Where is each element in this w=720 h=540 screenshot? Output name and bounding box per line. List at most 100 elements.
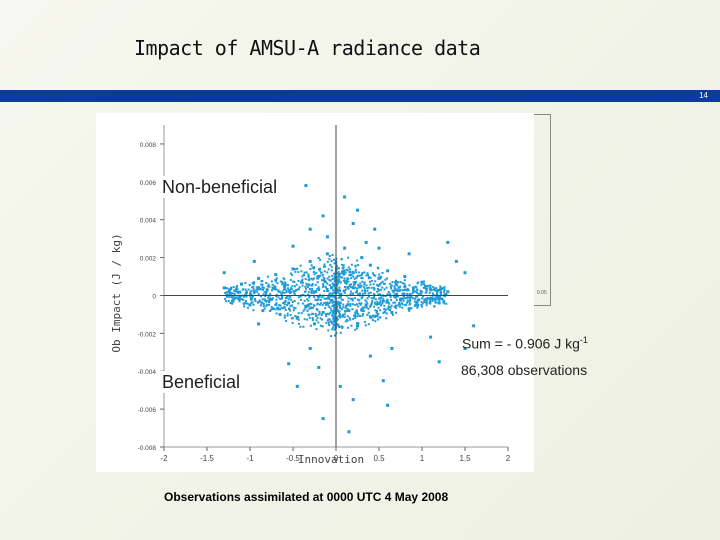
data-point: [291, 321, 294, 324]
data-point: [285, 289, 288, 292]
data-point: [334, 334, 336, 337]
data-point: [361, 308, 364, 311]
data-point: [306, 286, 309, 289]
data-point: [302, 325, 305, 328]
data-point: [236, 297, 239, 300]
data-point: [246, 306, 249, 309]
data-point: [340, 272, 343, 275]
data-point: [294, 315, 297, 318]
data-point: [235, 296, 237, 299]
data-point: [231, 292, 234, 295]
data-point: [306, 284, 309, 287]
data-point: [325, 303, 327, 306]
data-point: [275, 277, 278, 280]
data-point: [379, 309, 382, 312]
data-point: [385, 286, 388, 289]
data-point: [297, 271, 300, 274]
data-point: [390, 304, 393, 307]
data-point: [297, 302, 300, 305]
data-point: [383, 288, 386, 291]
data-point: [392, 301, 395, 304]
data-point: [352, 292, 354, 295]
data-point: [374, 320, 377, 323]
data-point: [433, 305, 436, 308]
data-point: [415, 290, 418, 293]
data-point: [338, 292, 341, 295]
data-point: [402, 299, 405, 302]
data-point: [355, 303, 358, 306]
data-point: [408, 284, 411, 287]
data-point: [361, 309, 364, 312]
data-point: [261, 283, 264, 286]
data-point: [445, 302, 448, 305]
data-point: [338, 267, 340, 270]
data-point: [290, 298, 293, 301]
data-point: [431, 300, 434, 302]
data-point: [412, 288, 415, 291]
data-point: [281, 295, 284, 298]
data-point: [390, 347, 394, 350]
data-point: [347, 297, 350, 300]
data-point: [443, 290, 445, 293]
data-point: [372, 292, 375, 295]
data-point: [408, 309, 411, 312]
data-point: [386, 269, 390, 273]
data-point: [358, 302, 361, 305]
data-point: [317, 257, 320, 259]
data-point: [387, 301, 390, 304]
data-point: [361, 277, 364, 280]
data-point: [330, 309, 333, 312]
data-point: [360, 284, 363, 287]
data-point: [301, 284, 304, 287]
data-point: [435, 287, 438, 290]
data-point: [351, 398, 355, 402]
data-point: [356, 275, 359, 277]
data-point: [334, 287, 337, 290]
data-point: [376, 290, 379, 293]
data-point: [317, 313, 320, 316]
data-point: [236, 285, 238, 287]
data-point: [315, 328, 318, 331]
data-point: [290, 288, 293, 291]
data-point: [285, 291, 288, 293]
data-point: [354, 291, 357, 294]
data-point: [319, 258, 322, 261]
data-point: [343, 280, 346, 283]
data-point: [275, 288, 278, 291]
y-tick-label: -0.008: [138, 445, 157, 452]
data-point: [307, 273, 310, 276]
data-point: [343, 291, 346, 294]
data-point: [382, 297, 385, 300]
data-point: [230, 287, 233, 290]
data-point: [352, 281, 355, 284]
data-point: [243, 295, 246, 298]
data-point: [454, 259, 458, 263]
data-point: [254, 300, 257, 302]
data-point: [366, 302, 369, 305]
data-point: [337, 275, 339, 278]
data-point: [238, 297, 241, 300]
data-point: [235, 286, 238, 289]
data-point: [228, 293, 231, 296]
data-point: [443, 287, 446, 290]
data-point: [369, 283, 372, 286]
data-point: [377, 312, 380, 315]
data-point: [330, 335, 332, 338]
data-point: [297, 316, 300, 318]
data-point: [412, 290, 415, 293]
data-point: [349, 304, 352, 307]
data-point: [354, 311, 357, 314]
data-point: [331, 304, 334, 307]
data-point: [375, 311, 378, 314]
data-point: [361, 289, 364, 292]
data-point: [444, 293, 447, 296]
data-point: [367, 286, 370, 289]
data-point: [339, 305, 341, 307]
data-point: [265, 282, 268, 284]
data-point: [297, 322, 300, 325]
data-point: [353, 283, 356, 286]
data-point: [316, 299, 318, 302]
data-point: [429, 335, 433, 339]
data-point: [323, 277, 326, 280]
data-point: [279, 280, 282, 283]
